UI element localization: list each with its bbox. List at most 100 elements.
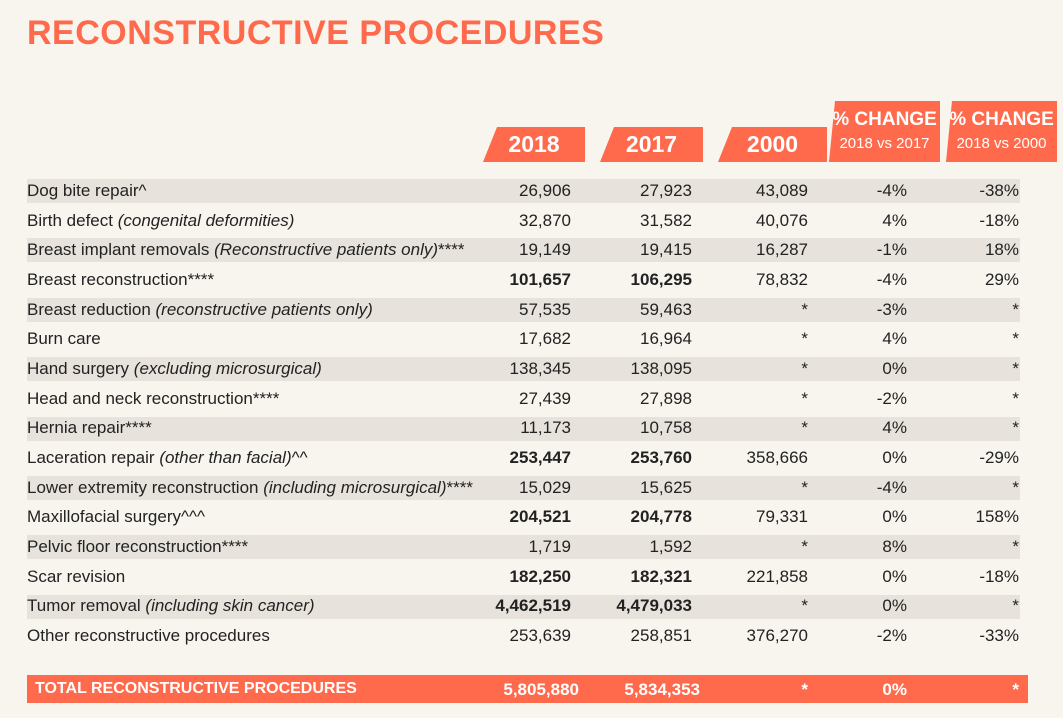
value-2000: 221,858 xyxy=(746,566,808,586)
procedure-note: (Reconstructive patients only) xyxy=(214,240,439,260)
pct-2018-vs-2017: 8% xyxy=(882,537,907,557)
value-2000: 358,666 xyxy=(746,448,808,468)
procedure-name: Hernia repair**** xyxy=(27,418,487,439)
total-pct-2018-vs-2000: * xyxy=(1012,680,1019,699)
value-2018: 253,639 xyxy=(509,626,571,646)
procedure-name: Laceration repair (other than facial)^^ xyxy=(27,448,487,468)
pct-2018-vs-2017: -4% xyxy=(876,180,907,200)
procedure-name: Breast reconstruction**** xyxy=(27,270,487,290)
procedure-name: Dog bite repair^ xyxy=(27,180,487,201)
value-2017: 138,095 xyxy=(630,358,692,378)
value-2018: 57,535 xyxy=(519,299,571,319)
table-row: Scar revision 182,250 182,321 221,858 0%… xyxy=(27,562,1020,592)
procedure-label: Breast reduction xyxy=(27,299,156,319)
procedure-name: Other reconstructive procedures xyxy=(27,626,487,646)
pct-2018-vs-2017: -4% xyxy=(876,477,907,497)
value-2017: 258,851 xyxy=(630,626,692,646)
value-2018: 32,870 xyxy=(519,210,571,230)
procedure-name: Breast reduction (reconstructive patient… xyxy=(27,299,487,320)
procedure-name: Burn care xyxy=(27,329,487,349)
value-2017: 10,758 xyxy=(640,418,692,438)
value-2018: 138,345 xyxy=(509,358,571,378)
table-row: Burn care 17,682 16,964 * 4% * xyxy=(27,324,1020,354)
procedure-note: (including microsurgical) xyxy=(263,477,447,497)
pct-2018-vs-2017: 0% xyxy=(882,448,907,468)
value-2018: 101,657 xyxy=(509,269,571,289)
header-2000: 2000 xyxy=(718,127,827,162)
procedure-name: Hand surgery (excluding microsurgical) xyxy=(27,358,487,379)
value-2017: 1,592 xyxy=(649,537,692,557)
value-2000: * xyxy=(801,388,808,408)
pct-2018-vs-2000: -18% xyxy=(979,210,1019,230)
value-2018: 27,439 xyxy=(519,388,571,408)
procedure-label: Hand surgery xyxy=(27,358,134,378)
value-2000: * xyxy=(801,537,808,557)
procedure-label: Birth defect xyxy=(27,210,118,230)
procedure-label: Burn care xyxy=(27,329,101,349)
value-2017: 106,295 xyxy=(630,269,692,289)
procedure-label: Tumor removal xyxy=(27,596,146,616)
value-2018: 17,682 xyxy=(519,329,571,349)
pct-2018-vs-2000: 158% xyxy=(975,507,1019,527)
value-2017: 59,463 xyxy=(640,299,692,319)
procedure-name: Lower extremity reconstruction (includin… xyxy=(27,477,487,498)
value-2018: 253,447 xyxy=(509,448,571,468)
total-row: TOTAL RECONSTRUCTIVE PROCEDURES 5,805,88… xyxy=(27,675,1028,703)
table-row: Breast implant removals (Reconstructive … xyxy=(27,235,1020,266)
procedures-table: Dog bite repair^ 26,906 27,923 43,089 -4… xyxy=(27,176,1020,651)
value-2000: * xyxy=(801,596,808,616)
pct-2018-vs-2000: * xyxy=(1012,388,1019,408)
procedure-label: Hernia repair**** xyxy=(27,418,152,438)
table-row: Maxillofacial surgery^^^ 204,521 204,778… xyxy=(27,503,1020,533)
procedure-label: Lower extremity reconstruction xyxy=(27,477,264,497)
pct-2018-vs-2017: 0% xyxy=(882,507,907,527)
procedure-footnote-mark: **** xyxy=(446,477,473,497)
table-row: Hernia repair**** 11,173 10,758 * 4% * xyxy=(27,413,1020,444)
total-label: TOTAL RECONSTRUCTIVE PROCEDURES xyxy=(35,680,357,697)
procedure-label: Other reconstructive procedures xyxy=(27,626,270,646)
procedure-name: Maxillofacial surgery^^^ xyxy=(27,507,487,527)
value-2017: 27,898 xyxy=(640,388,692,408)
pct-2018-vs-2017: -3% xyxy=(876,299,907,319)
pct-2018-vs-2017: -2% xyxy=(876,626,907,646)
pct-2018-vs-2000: -29% xyxy=(979,448,1019,468)
value-2017: 31,582 xyxy=(640,210,692,230)
procedure-note: (reconstructive patients only) xyxy=(155,299,373,319)
pct-2018-vs-2017: 0% xyxy=(882,358,907,378)
value-2000: 16,287 xyxy=(756,240,808,260)
value-2018: 26,906 xyxy=(519,180,571,200)
value-2018: 204,521 xyxy=(509,507,571,527)
value-2017: 27,923 xyxy=(640,180,692,200)
pct-2018-vs-2017: 0% xyxy=(882,566,907,586)
pct-2018-vs-2000: * xyxy=(1012,418,1019,438)
value-2000: 78,832 xyxy=(756,269,808,289)
pct-2018-vs-2000: 29% xyxy=(984,269,1019,289)
total-2018: 5,805,880 xyxy=(503,680,579,699)
value-2000: 376,270 xyxy=(746,626,808,646)
value-2018: 4,462,519 xyxy=(495,596,571,616)
table-row: Other reconstructive procedures 253,639 … xyxy=(27,621,1020,651)
table-row: Tumor removal (including skin cancer) 4,… xyxy=(27,591,1020,622)
pct-2018-vs-2000: * xyxy=(1012,329,1019,349)
header-2018: 2018 xyxy=(483,127,585,162)
value-2018: 19,149 xyxy=(519,240,571,260)
procedure-note: (including skin cancer) xyxy=(145,596,315,616)
value-2018: 15,029 xyxy=(519,477,571,497)
header-pct-sub: 2018 vs 2017 xyxy=(839,135,930,152)
table-row: Birth defect (congenital deformities) 32… xyxy=(27,206,1020,236)
procedure-name: Breast implant removals (Reconstructive … xyxy=(27,240,487,261)
page-title: RECONSTRUCTIVE PROCEDURES xyxy=(27,14,605,52)
procedure-label: Breast reconstruction**** xyxy=(27,269,215,289)
value-2000: 43,089 xyxy=(756,180,808,200)
table-row: Breast reduction (reconstructive patient… xyxy=(27,294,1020,325)
procedure-label: Maxillofacial surgery^^^ xyxy=(27,507,205,527)
procedure-name: Birth defect (congenital deformities) xyxy=(27,211,487,231)
pct-2018-vs-2000: 18% xyxy=(984,240,1019,260)
procedure-name: Scar revision xyxy=(27,567,487,587)
pct-2018-vs-2017: 4% xyxy=(882,418,907,438)
procedure-footnote-mark: **** xyxy=(438,240,465,260)
value-2017: 204,778 xyxy=(630,507,692,527)
value-2017: 253,760 xyxy=(630,448,692,468)
header-pct-label: % CHANGE xyxy=(949,109,1054,130)
table-row: Breast reconstruction**** 101,657 106,29… xyxy=(27,265,1020,295)
